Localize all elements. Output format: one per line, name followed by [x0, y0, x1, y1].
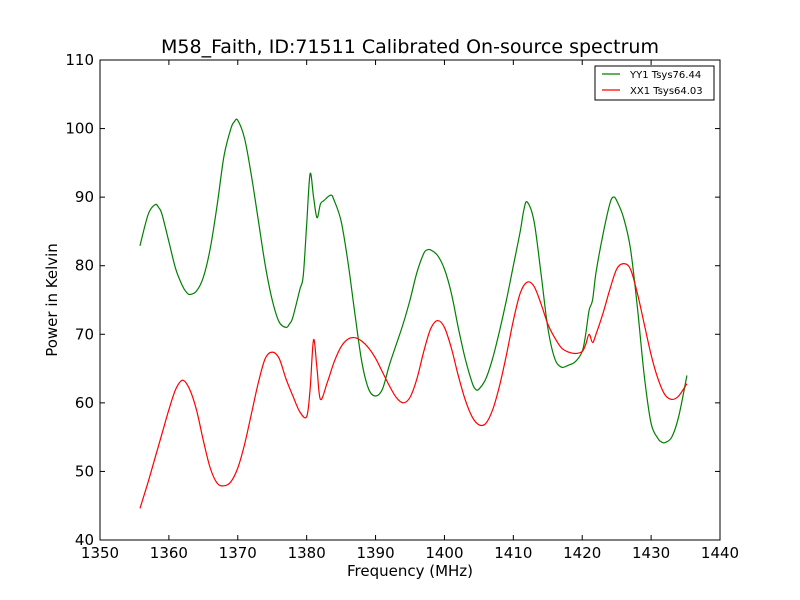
series-line-xx1	[139, 263, 688, 509]
legend-label-xx1: XX1 Tsys64.03	[630, 86, 703, 97]
y-tick-label: 60	[75, 394, 94, 412]
x-tick-label: 1380	[288, 544, 326, 562]
x-tick-label: 1410	[494, 544, 532, 562]
x-tick-label: 1430	[632, 544, 670, 562]
y-tick-label: 90	[75, 188, 94, 206]
x-tick-label: 1350	[81, 544, 119, 562]
chart-title: M58_Faith, ID:71511 Calibrated On-source…	[161, 36, 659, 58]
legend: YY1 Tsys76.44 XX1 Tsys64.03	[594, 65, 715, 101]
y-axis-label: Power in Kelvin	[43, 243, 61, 357]
plot-frame	[99, 59, 721, 541]
plot-area	[139, 118, 688, 509]
y-tick-label: 40	[75, 531, 94, 549]
x-axis: 1350 1360 1370 1380 1390 1400 1410 1420 1430 1440	[81, 60, 739, 562]
x-axis-label: Frequency (MHz)	[347, 562, 473, 580]
y-tick-label: 100	[65, 120, 94, 138]
x-tick-label: 1390	[356, 544, 394, 562]
y-tick-label: 80	[75, 257, 94, 275]
series-layer	[139, 118, 688, 509]
y-axis: 40 50 60 70 80 90 100 110	[65, 51, 720, 549]
y-tick-label: 70	[75, 325, 94, 343]
x-tick-label: 1440	[701, 544, 739, 562]
x-tick-label: 1420	[563, 544, 601, 562]
y-tick-label: 110	[65, 51, 94, 69]
legend-label-yy1: YY1 Tsys76.44	[629, 70, 701, 81]
x-tick-label: 1370	[219, 544, 257, 562]
series-line-yy1	[139, 118, 688, 444]
x-tick-label: 1360	[150, 544, 188, 562]
legend-box	[594, 65, 715, 101]
x-tick-label: 1400	[425, 544, 463, 562]
y-tick-label: 50	[75, 462, 94, 480]
